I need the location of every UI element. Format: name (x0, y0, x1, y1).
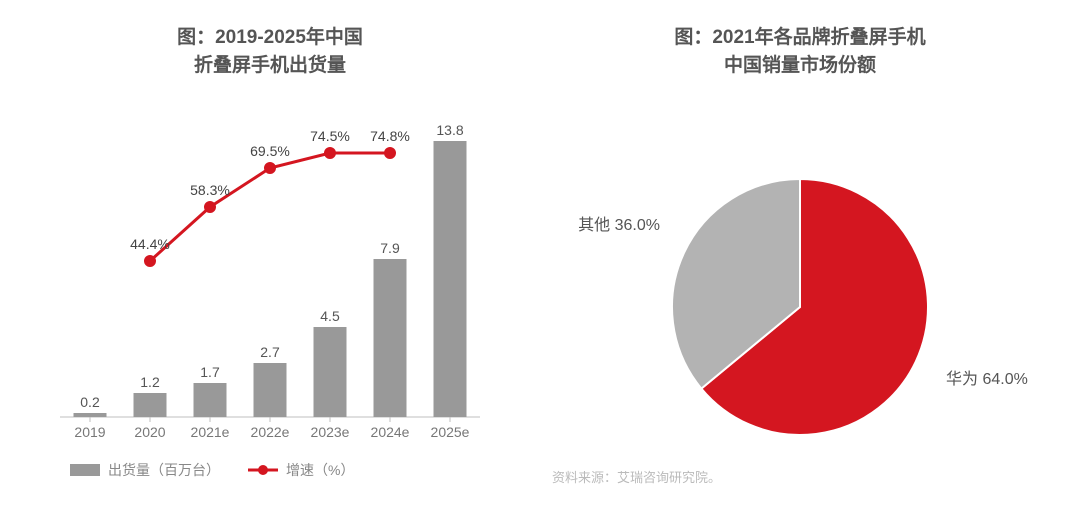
svg-text:2025e: 2025e (431, 424, 470, 440)
svg-text:7.9: 7.9 (380, 240, 400, 256)
svg-text:2.7: 2.7 (260, 344, 280, 360)
legend-swatch-bar (70, 464, 100, 476)
svg-text:2020: 2020 (134, 424, 165, 440)
svg-text:44.4%: 44.4% (130, 236, 170, 252)
svg-text:1.7: 1.7 (200, 364, 220, 380)
left-chart-title: 图：2019-2025年中国 折叠屏手机出货量 (40, 24, 500, 79)
svg-text:69.5%: 69.5% (250, 143, 290, 159)
legend-label-line: 增速（%） (286, 460, 354, 480)
left-chart-legend: 出货量（百万台） 增速（%） (40, 460, 500, 480)
legend-label-bar: 出货量（百万台） (108, 460, 220, 480)
svg-text:2021e: 2021e (191, 424, 230, 440)
svg-text:58.3%: 58.3% (190, 182, 230, 198)
pie-svg (660, 167, 940, 447)
svg-text:2022e: 2022e (251, 424, 290, 440)
svg-text:2024e: 2024e (371, 424, 410, 440)
market-share-pie-chart: 华为 64.0% 其他 36.0% (540, 87, 1060, 467)
svg-text:74.5%: 74.5% (310, 128, 350, 144)
svg-text:2023e: 2023e (311, 424, 350, 440)
right-chart-panel: 图：2021年各品牌折叠屏手机 中国销量市场份额 华为 64.0% 其他 36.… (540, 24, 1060, 494)
svg-text:4.5: 4.5 (320, 308, 340, 324)
page: 图：2019-2025年中国 折叠屏手机出货量 20190.220201.220… (0, 0, 1080, 510)
pie-label-other: 其他 36.0% (578, 211, 660, 235)
right-chart-title: 图：2021年各品牌折叠屏手机 中国销量市场份额 (540, 24, 1060, 79)
svg-text:13.8: 13.8 (436, 122, 463, 138)
source-note: 资料来源：艾瑞咨询研究院。 (540, 467, 1060, 486)
shipment-bar-chart: 2019 0.2 2020 1.2 2021e 1.7 2022e 2.7 2023e 4.5 20… (40, 87, 500, 447)
svg-text:1.2: 1.2 (140, 374, 160, 390)
svg-text:74.8%: 74.8% (370, 128, 410, 144)
pie-label-huawei: 华为 64.0% (946, 365, 1028, 389)
legend-item-bar: 出货量（百万台） (70, 460, 220, 480)
svg-text:0.2: 0.2 (80, 394, 100, 410)
left-chart-panel: 图：2019-2025年中国 折叠屏手机出货量 20190.220201.220… (40, 24, 500, 494)
svg-text:2019: 2019 (74, 424, 105, 440)
legend-swatch-line (248, 463, 278, 477)
legend-item-line: 增速（%） (248, 460, 354, 480)
